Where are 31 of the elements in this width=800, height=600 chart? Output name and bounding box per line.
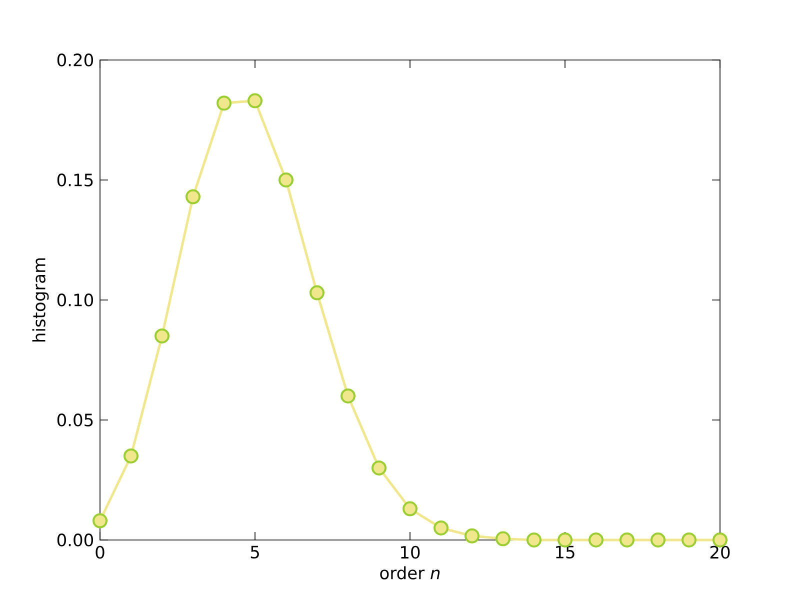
- point: [340, 388, 356, 404]
- point: [216, 96, 232, 111]
- x-tick-label: 0: [96, 546, 104, 559]
- point: [464, 528, 480, 544]
- y-tick-label: 0.20: [57, 54, 94, 66]
- y-tick-label: 0.05: [57, 414, 93, 426]
- y-tick-label: 0.15: [57, 174, 93, 186]
- point: [154, 328, 170, 344]
- point: [402, 501, 418, 516]
- point: [682, 532, 697, 548]
- x-tick-label: 15: [556, 546, 574, 558]
- point: [526, 532, 542, 548]
- point: [650, 532, 666, 548]
- point: [248, 93, 263, 108]
- point: [124, 448, 139, 464]
- x-axis-title: order n: [380, 566, 440, 580]
- point: [496, 531, 511, 546]
- y-axis-title: histogram: [32, 258, 49, 342]
- x-tick-label: 5: [250, 546, 259, 558]
- x-tick-label: 10: [401, 546, 420, 559]
- point: [620, 532, 635, 548]
- point: [588, 532, 604, 548]
- point: [186, 189, 201, 204]
- point: [310, 285, 325, 300]
- x-tick-label: 20: [710, 546, 730, 559]
- point: [92, 513, 108, 528]
- y-tick-label: 0.00: [57, 534, 94, 546]
- point: [434, 520, 449, 536]
- point: [278, 172, 294, 188]
- y-tick-label: 0.10: [57, 294, 94, 306]
- point: [372, 460, 387, 476]
